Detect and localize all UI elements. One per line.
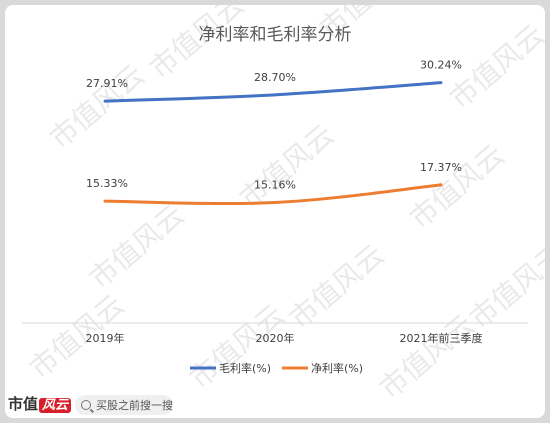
data-label: 15.33% (86, 177, 128, 190)
data-label: 30.24% (420, 59, 462, 72)
legend-label: 毛利率(%) (219, 361, 271, 375)
watermark-text: 市值风云 (463, 238, 550, 335)
data-label: 28.70% (254, 71, 296, 84)
search-box[interactable]: 买股之前搜一搜 (75, 395, 173, 415)
watermark-text: 市值风云 (43, 58, 150, 155)
legend-label: 净利率(%) (311, 361, 363, 375)
data-label: 15.16% (254, 178, 296, 191)
watermark-text: 市值风云 (83, 198, 190, 295)
search-text: 买股之前搜一搜 (96, 399, 173, 412)
brand-logo: 市值 风云 (8, 393, 72, 414)
series-line (103, 183, 443, 206)
data-label: 17.37% (420, 161, 462, 174)
brand-logo-text: 市值 (8, 395, 39, 413)
chart-title: 净利率和毛利率分析 (199, 25, 352, 45)
x-tick-label: 2019年 (86, 331, 125, 345)
series-line (103, 81, 443, 103)
x-tick-label: 2021年前三季度 (400, 331, 483, 345)
brand-logo-accent: 风云 (39, 398, 72, 413)
x-tick-label: 2020年 (256, 331, 295, 345)
search-icon (81, 400, 91, 410)
watermark-text: 市值风云 (183, 298, 290, 395)
watermark-text: 市值风云 (283, 238, 390, 335)
data-label: 27.91% (86, 77, 128, 90)
chart-card (5, 5, 545, 418)
